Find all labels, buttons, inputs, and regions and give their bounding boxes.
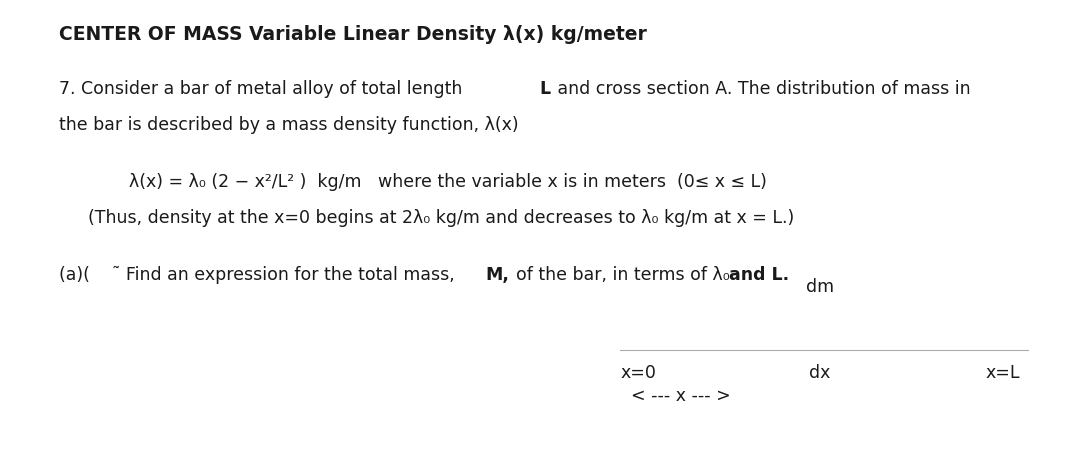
- Text: < --- x --- >: < --- x --- >: [631, 387, 730, 405]
- Text: (Thus, density at the x=0 begins at 2λ₀ kg/m and decreases to λ₀ kg/m at x = L.): (Thus, density at the x=0 begins at 2λ₀ …: [88, 209, 795, 228]
- Text: and L.: and L.: [723, 266, 789, 284]
- Text: the bar is described by a mass density function, λ(x): the bar is described by a mass density f…: [59, 116, 519, 134]
- Text: dm: dm: [806, 278, 834, 296]
- Text: 7. Consider a bar of metal alloy of total length: 7. Consider a bar of metal alloy of tota…: [59, 80, 468, 98]
- Text: dx: dx: [809, 364, 831, 382]
- Text: L: L: [540, 80, 550, 98]
- Text: of the bar, in terms of λ₀: of the bar, in terms of λ₀: [505, 266, 729, 284]
- Text: λ(x) = λ₀ (2 − x²/L² )  kg/m   where the variable x is in meters  (0≤ x ≤ L): λ(x) = λ₀ (2 − x²/L² ) kg/m where the va…: [129, 173, 767, 191]
- Text: x=0: x=0: [620, 364, 656, 382]
- Text: and cross section A. The distribution of mass in: and cross section A. The distribution of…: [552, 80, 971, 98]
- Text: M,: M,: [486, 266, 509, 284]
- Text: x=L: x=L: [985, 364, 1020, 382]
- Text: (a)(    ˜ Find an expression for the total mass,: (a)( ˜ Find an expression for the total …: [59, 266, 461, 284]
- Text: CENTER OF MASS Variable Linear Density λ(x) kg/meter: CENTER OF MASS Variable Linear Density λ…: [59, 25, 647, 44]
